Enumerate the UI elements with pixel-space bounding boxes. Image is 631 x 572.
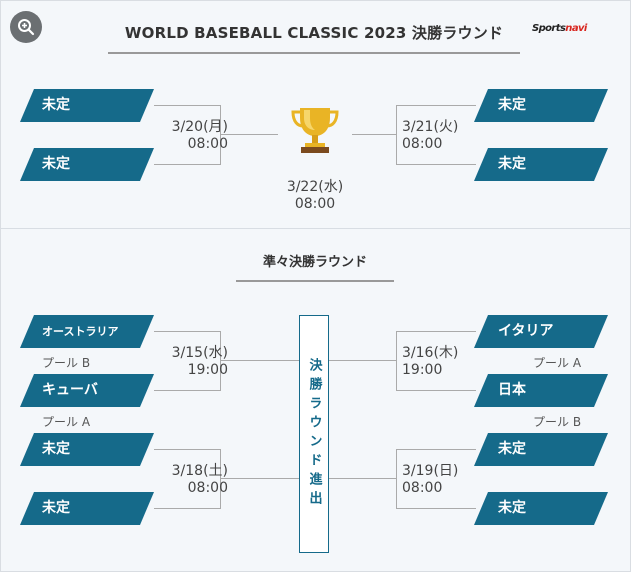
semifinal-left-team-1: 未定	[20, 89, 154, 122]
bracket-line	[154, 508, 220, 509]
match-date: 3/15(水)	[171, 345, 228, 361]
qf-right-top-team-1: イタリア	[474, 315, 608, 348]
logo-accent: navi	[565, 23, 587, 34]
qf-right-top-team-2: 日本	[474, 374, 608, 407]
match-time: 19:00	[402, 362, 443, 378]
bracket-line	[220, 449, 221, 509]
qf-left-bottom-team-2: 未定	[20, 492, 154, 525]
qf-left-bottom-team-1: 未定	[20, 433, 154, 466]
bracket-line	[220, 478, 299, 479]
bracket-line	[396, 331, 397, 391]
pool-label: プール B	[42, 356, 91, 370]
qf-right-top-schedule: 3/16(木) 19:00	[402, 345, 492, 379]
semifinal-left-team-2: 未定	[20, 148, 154, 181]
semifinal-right-schedule: 3/21(火) 08:00	[402, 119, 492, 153]
bracket-line	[154, 164, 220, 165]
pool-label: プール A	[533, 356, 582, 370]
bracket-line	[396, 331, 476, 332]
bracket-line	[220, 134, 278, 135]
match-date: 3/20(月)	[171, 119, 228, 135]
bracket-line	[396, 105, 397, 165]
page-title: WORLD BASEBALL CLASSIC 2023 決勝ラウンド	[124, 24, 504, 42]
match-time: 08:00	[187, 480, 228, 496]
qf-right-bottom-team-2: 未定	[474, 492, 608, 525]
bracket-line	[220, 105, 221, 165]
bracket-line	[154, 105, 220, 106]
pool-label: プール A	[42, 415, 91, 429]
title-underline	[108, 52, 520, 54]
match-time: 08:00	[402, 136, 443, 152]
match-date: 3/18(土)	[171, 463, 228, 479]
pool-label: プール B	[533, 415, 582, 429]
bracket-line	[220, 331, 221, 391]
qf-left-top-team-2: キューバ	[20, 374, 154, 407]
bracket-line	[396, 105, 476, 106]
bracket-line	[154, 390, 220, 391]
bracket-line	[396, 449, 476, 450]
semifinal-right-team-2: 未定	[474, 148, 608, 181]
semifinal-right-team-1: 未定	[474, 89, 608, 122]
advance-to-final-round-label: 決勝ラウンド進出	[299, 315, 329, 553]
logo-main: Sports	[532, 23, 566, 34]
section-divider	[0, 228, 631, 229]
match-date: 3/22(水)	[286, 179, 344, 195]
bracket-line	[220, 360, 299, 361]
qf-right-bottom-team-1: 未定	[474, 433, 608, 466]
quarterfinal-title: 準々決勝ラウンド	[262, 255, 367, 270]
bracket-line	[329, 478, 396, 479]
match-time: 08:00	[294, 196, 336, 212]
zoom-in-icon[interactable]	[10, 11, 42, 43]
bracket-line	[396, 164, 476, 165]
match-time: 08:00	[187, 136, 228, 152]
bracket-line	[352, 134, 396, 135]
sportsnavi-logo: Sportsnavi	[532, 23, 587, 34]
match-time: 19:00	[187, 362, 228, 378]
qf-right-bottom-schedule: 3/19(日) 08:00	[402, 463, 492, 497]
subtitle-underline	[236, 280, 394, 282]
qf-left-bottom-schedule: 3/18(土) 08:00	[138, 463, 228, 497]
bracket-line	[154, 331, 220, 332]
bracket-line	[396, 449, 397, 509]
advance-text: 決勝ラウンド進出	[306, 358, 322, 510]
qf-left-top-team-1: オーストラリア	[20, 315, 154, 348]
match-time: 08:00	[402, 480, 443, 496]
bracket-line	[154, 449, 220, 450]
match-date: 3/21(火)	[402, 119, 459, 135]
match-date: 3/19(日)	[402, 463, 459, 479]
semifinal-left-schedule: 3/20(月) 08:00	[138, 119, 228, 153]
qf-left-top-schedule: 3/15(水) 19:00	[138, 345, 228, 379]
bracket-line	[396, 390, 476, 391]
match-date: 3/16(木)	[402, 345, 459, 361]
trophy-icon	[291, 108, 339, 153]
bracket-line	[396, 508, 476, 509]
final-schedule: 3/22(水) 08:00	[276, 179, 354, 213]
bracket-line	[329, 360, 396, 361]
